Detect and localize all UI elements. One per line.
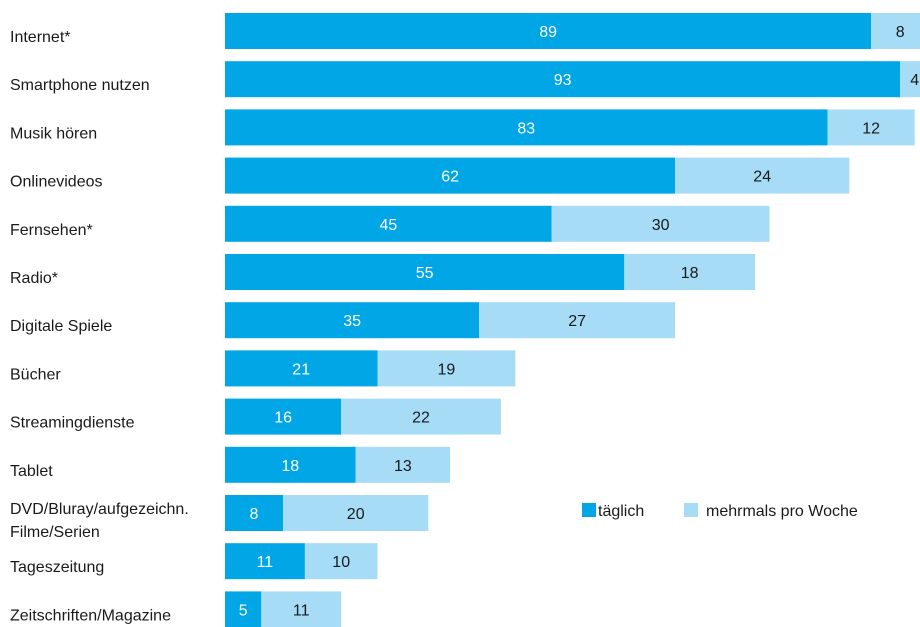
bars: [225, 13, 920, 627]
value-label-taglich-8: 16: [274, 410, 292, 427]
value-label-mehrmals-pro-woche-11: 10: [332, 554, 350, 571]
value-label-mehrmals-pro-woche-7: 19: [438, 361, 456, 378]
value-label-taglich-11: 11: [257, 554, 274, 571]
value-label-mehrmals-pro-woche-6: 27: [568, 313, 586, 330]
category-label-8: Streamingdienste: [10, 415, 135, 432]
category-labels: Internet* Smartphone nutzen Musik hören Onl…: [10, 29, 189, 624]
category-label-9: Tablet: [10, 463, 53, 480]
bar-taglich-5: [225, 254, 625, 290]
value-label-taglich-4: 45: [380, 217, 398, 234]
category-label-0: Internet*: [10, 29, 70, 46]
value-label-taglich-10: 8: [250, 506, 259, 523]
bar-taglich-8: [225, 398, 342, 435]
value-label-taglich-9: 18: [281, 458, 299, 475]
value-label-taglich-6: 35: [343, 313, 361, 330]
value-label-taglich-1: 93: [554, 72, 572, 89]
category-label-line: DVD/Bluray/aufgezeichn.: [10, 501, 189, 518]
category-label-2: Musik hören: [10, 125, 97, 142]
value-label-mehrmals-pro-woche-2: 12: [862, 120, 880, 137]
value-label-taglich-3: 62: [441, 169, 459, 186]
category-label-10: DVD/Bluray/aufgezeichn. Filme/Serien: [10, 501, 189, 541]
category-label-5: Radio*: [10, 270, 58, 287]
category-label-line: Filme/Serien: [10, 524, 100, 541]
category-label-3: Onlinevideos: [10, 174, 103, 191]
bar-mehrmals-pro-woche-4: [551, 205, 770, 242]
bar-mehrmals-pro-woche-12: [261, 591, 342, 627]
category-label-12: Zeitschriften/Magazine: [10, 607, 171, 624]
bar-mehrmals-pro-woche-2: [827, 109, 915, 146]
bar-taglich-0: [225, 13, 872, 49]
legend: täglich mehrmals pro Woche: [582, 503, 858, 520]
bar-taglich-1: [225, 61, 901, 98]
value-label-mehrmals-pro-woche-4: 30: [652, 217, 670, 234]
bar-taglich-2: [225, 109, 828, 146]
bar-mehrmals-pro-woche-1: [900, 61, 920, 98]
category-label-4: Fernsehen*: [10, 222, 93, 239]
bar-taglich-7: [225, 350, 378, 387]
category-label-1: Smartphone nutzen: [10, 77, 150, 94]
legend-swatch-mehrmals-pro-woche: [684, 503, 698, 517]
value-labels: 89 8 93 4 83 12 62 24 45 30 55 18 35 27 21 19 16 22 18 13 8 2…: [239, 24, 920, 619]
value-label-taglich-0: 89: [539, 24, 557, 41]
value-label-taglich-7: 21: [292, 361, 310, 378]
value-label-taglich-5: 55: [416, 265, 434, 282]
bar-taglich-11: [225, 543, 305, 580]
legend-label-taeglich: täglich: [598, 503, 644, 520]
category-label-7: Bücher: [10, 366, 61, 383]
value-label-mehrmals-pro-woche-10: 20: [347, 506, 365, 523]
bar-mehrmals-pro-woche-9: [355, 446, 451, 483]
bar-mehrmals-pro-woche-3: [675, 157, 850, 194]
bar-mehrmals-pro-woche-10: [283, 495, 429, 531]
bar-taglich-9: [225, 446, 356, 483]
value-label-mehrmals-pro-woche-3: 24: [753, 169, 771, 186]
legend-swatch-taeglich: [582, 503, 596, 517]
bar-mehrmals-pro-woche-0: [871, 13, 920, 49]
bar-mehrmals-pro-woche-5: [624, 254, 755, 290]
bar-taglich-10: [225, 495, 284, 531]
value-label-mehrmals-pro-woche-5: 18: [681, 265, 699, 282]
bar-taglich-12: [225, 591, 262, 627]
bar-taglich-3: [225, 157, 676, 194]
category-label-6: Digitale Spiele: [10, 318, 112, 335]
value-label-mehrmals-pro-woche-1: 4: [910, 72, 919, 89]
value-label-taglich-12: 5: [239, 602, 248, 619]
bar-taglich-6: [225, 302, 480, 339]
bar-mehrmals-pro-woche-7: [377, 350, 516, 387]
bar-mehrmals-pro-woche-11: [304, 543, 378, 580]
bar-mehrmals-pro-woche-6: [479, 302, 676, 339]
value-label-mehrmals-pro-woche-9: 13: [394, 458, 412, 475]
value-label-mehrmals-pro-woche-8: 22: [412, 410, 430, 427]
value-label-taglich-2: 83: [517, 120, 535, 137]
category-label-11: Tageszeitung: [10, 559, 104, 576]
bar-taglich-4: [225, 205, 552, 242]
legend-label-mehrmals-pro-woche: mehrmals pro Woche: [706, 503, 858, 520]
bar-mehrmals-pro-woche-8: [341, 398, 501, 435]
value-label-mehrmals-pro-woche-0: 8: [896, 24, 905, 41]
value-label-mehrmals-pro-woche-12: 11: [293, 602, 310, 619]
